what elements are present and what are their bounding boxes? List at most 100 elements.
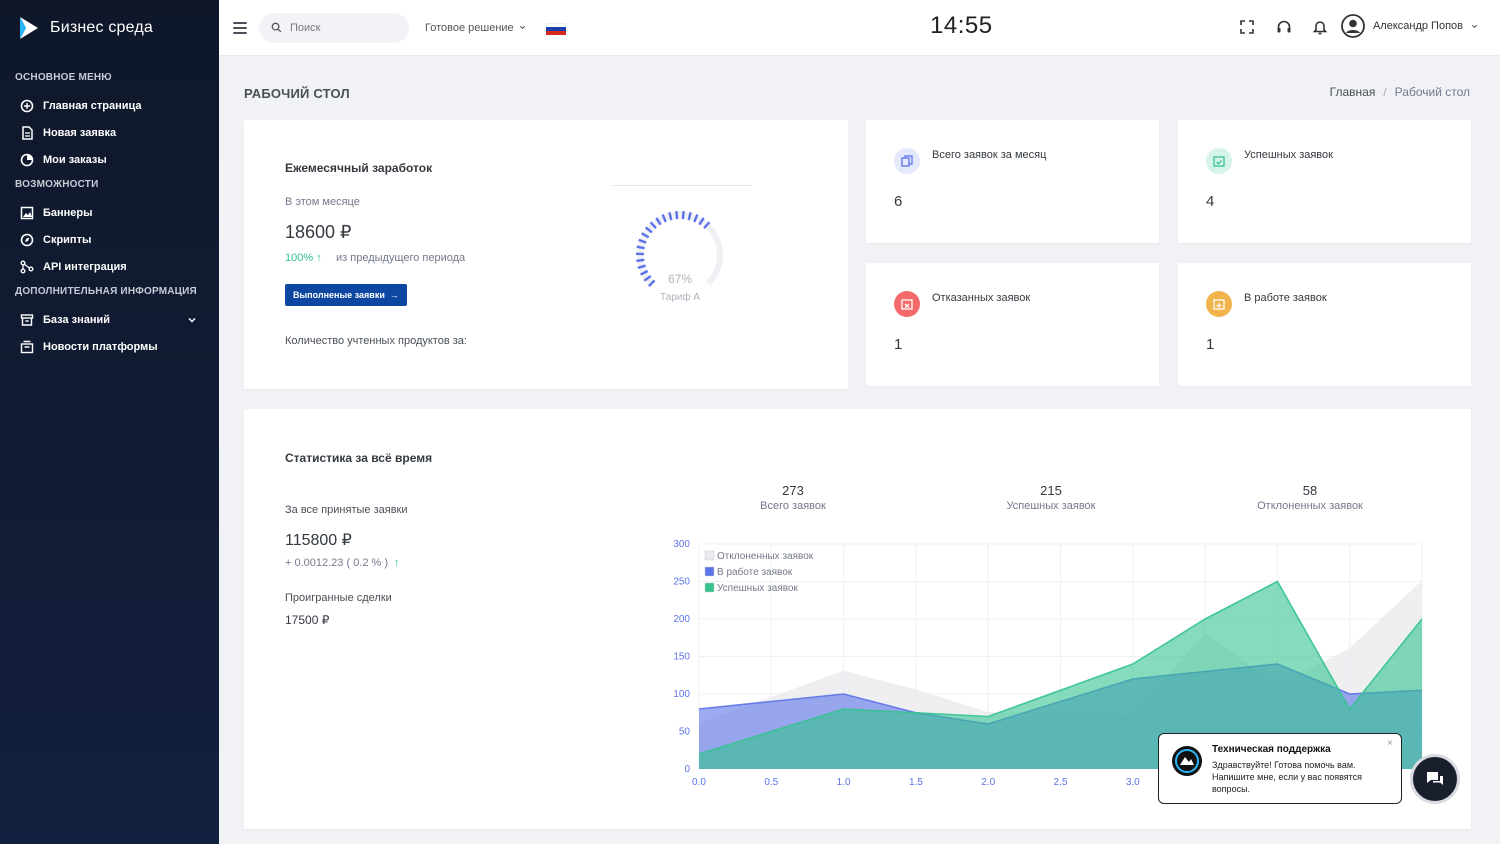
- chat-icon: [1427, 772, 1443, 785]
- x-tick-label: 1.5: [909, 777, 923, 788]
- language-flag-icon[interactable]: [545, 22, 566, 35]
- delta-text: + 0.0012.23 ( 0.2 % ): [285, 557, 389, 569]
- earnings-card: Ежемесячный заработок В этом месяце 1860…: [244, 120, 848, 389]
- gauge-tick: [675, 211, 679, 220]
- accepted-label: За все принятые заявки: [285, 504, 408, 516]
- gauge-tick: [636, 245, 645, 250]
- image-icon: [20, 206, 34, 219]
- area-series-2: [699, 581, 1422, 769]
- menu-toggle-icon[interactable]: [233, 21, 247, 34]
- sidebar-item-label: API интеграция: [43, 260, 127, 273]
- gauge-tick: [636, 258, 645, 263]
- chevron-down-icon: [188, 317, 196, 323]
- arrow-up-icon: ↑: [394, 557, 400, 569]
- sidebar-item-new-request[interactable]: Новая заявка: [0, 119, 219, 146]
- tariff-gauge: [635, 211, 723, 287]
- arrow-right-icon: →: [389, 290, 399, 300]
- x-tick-label: 3.0: [1126, 777, 1140, 788]
- x-tick-label: 2.5: [1054, 777, 1068, 788]
- gauge-tick: [703, 221, 711, 230]
- sidebar-item-label: Главная страница: [43, 99, 142, 112]
- sidebar-item-news[interactable]: Новости платформы: [0, 333, 219, 360]
- breadcrumb-home[interactable]: Главная: [1329, 85, 1376, 99]
- sidebar-item-api[interactable]: API интеграция: [0, 253, 219, 280]
- page-title: РАБОЧИЙ СТОЛ: [244, 86, 350, 101]
- earnings-subtitle: В этом месяце: [285, 196, 360, 208]
- legend-swatch: [704, 550, 715, 561]
- avatar: [1341, 14, 1365, 38]
- calendar-x-icon: [894, 291, 920, 317]
- menu-section-additional: Дополнительная информация: [15, 286, 197, 297]
- gauge-tick: [641, 232, 650, 239]
- gauge-tick: [668, 212, 673, 221]
- summary-value: 273: [782, 483, 804, 498]
- y-tick-label: 100: [673, 689, 690, 700]
- news-icon: [20, 340, 34, 353]
- topbar: Готовое решение: [219, 0, 1500, 55]
- sidebar-item-label: Скрипты: [43, 233, 92, 246]
- stat-card-total: Всего заявок за месяц 6: [866, 120, 1159, 243]
- stat-card-rejected: Отказанных заявок 1: [866, 263, 1159, 386]
- menu-section-features: Возможности: [15, 179, 99, 190]
- compass-icon: [20, 233, 34, 246]
- gauge-tick: [644, 226, 653, 234]
- stat-value: 6: [894, 193, 903, 210]
- sidebar-item-home[interactable]: Главная страница: [0, 92, 219, 119]
- search-box[interactable]: [259, 12, 409, 43]
- sidebar-item-knowledge-base[interactable]: База знаний: [0, 306, 219, 333]
- sidebar-item-label: Новости платформы: [43, 340, 158, 353]
- gauge-tick: [661, 214, 667, 223]
- calendar-plus-icon: [1206, 291, 1232, 317]
- user-name: Александр Попов: [1372, 20, 1463, 32]
- legend-label: Успешных заявок: [717, 583, 798, 594]
- completed-requests-button[interactable]: Выполненые заявки →: [285, 284, 407, 306]
- solution-dropdown[interactable]: Готовое решение: [425, 22, 526, 34]
- brand[interactable]: Бизнес среда: [0, 0, 219, 55]
- summary-success: 215 Успешных заявок: [971, 483, 1131, 512]
- legend-swatch: [704, 566, 715, 577]
- gauge-tick: [649, 221, 657, 230]
- gauge-tick: [637, 264, 646, 270]
- stat-card-in-progress: В работе заявок 1: [1178, 263, 1471, 386]
- stat-label: Отказанных заявок: [932, 292, 1031, 304]
- button-label: Выполненые заявки: [293, 290, 385, 300]
- clock: 14:55: [930, 12, 993, 39]
- y-tick-label: 250: [673, 577, 690, 588]
- gauge-tick: [698, 217, 705, 226]
- home-icon: [20, 99, 34, 112]
- gauge-tick: [655, 217, 662, 226]
- breadcrumb-separator: /: [1383, 85, 1387, 99]
- alltime-title: Статистика за всё время: [285, 451, 433, 465]
- sidebar-item-label: Баннеры: [43, 206, 93, 219]
- legend-label: В работе заявок: [717, 566, 793, 578]
- y-tick-label: 200: [673, 614, 690, 625]
- sidebar-item-banners[interactable]: Баннеры: [0, 199, 219, 226]
- support-logo-icon: [1172, 746, 1202, 776]
- copy-icon: [894, 148, 920, 174]
- sidebar-item-scripts[interactable]: Скрипты: [0, 226, 219, 253]
- gauge-tick: [640, 269, 649, 276]
- bell-icon[interactable]: [1311, 18, 1329, 36]
- stat-label: Всего заявок за месяц: [932, 149, 1047, 161]
- chat-button[interactable]: [1410, 754, 1460, 804]
- close-icon[interactable]: ×: [1387, 738, 1393, 749]
- summary-label: Отклоненных заявок: [1257, 500, 1363, 512]
- x-tick-label: 1.0: [837, 777, 851, 788]
- user-menu[interactable]: Александр Попов: [1341, 14, 1478, 38]
- x-tick-label: 2.0: [981, 777, 995, 788]
- fullscreen-icon[interactable]: [1238, 18, 1256, 36]
- earnings-percent-text: из предыдущего периода: [336, 252, 466, 264]
- earnings-value: 18600 ₽: [285, 222, 352, 242]
- summary-label: Всего заявок: [760, 500, 826, 512]
- lost-deals-label: Проигранные сделки: [285, 592, 392, 604]
- stat-card-success: Успешных заявок 4: [1178, 120, 1471, 243]
- support-popup[interactable]: Техническая поддержка Здравствуйте! Гото…: [1158, 733, 1402, 804]
- support-message: Здравствуйте! Готова помочь вам. Напишит…: [1212, 760, 1363, 794]
- gauge-tick: [693, 214, 699, 223]
- sidebar-item-orders[interactable]: Мои заказы: [0, 146, 219, 173]
- headset-icon[interactable]: [1275, 18, 1293, 36]
- search-input[interactable]: [290, 21, 390, 34]
- breadcrumb-current: Рабочий стол: [1394, 85, 1470, 99]
- products-count-label: Количество учтенных продуктов за:: [285, 335, 467, 347]
- y-tick-label: 150: [673, 652, 690, 663]
